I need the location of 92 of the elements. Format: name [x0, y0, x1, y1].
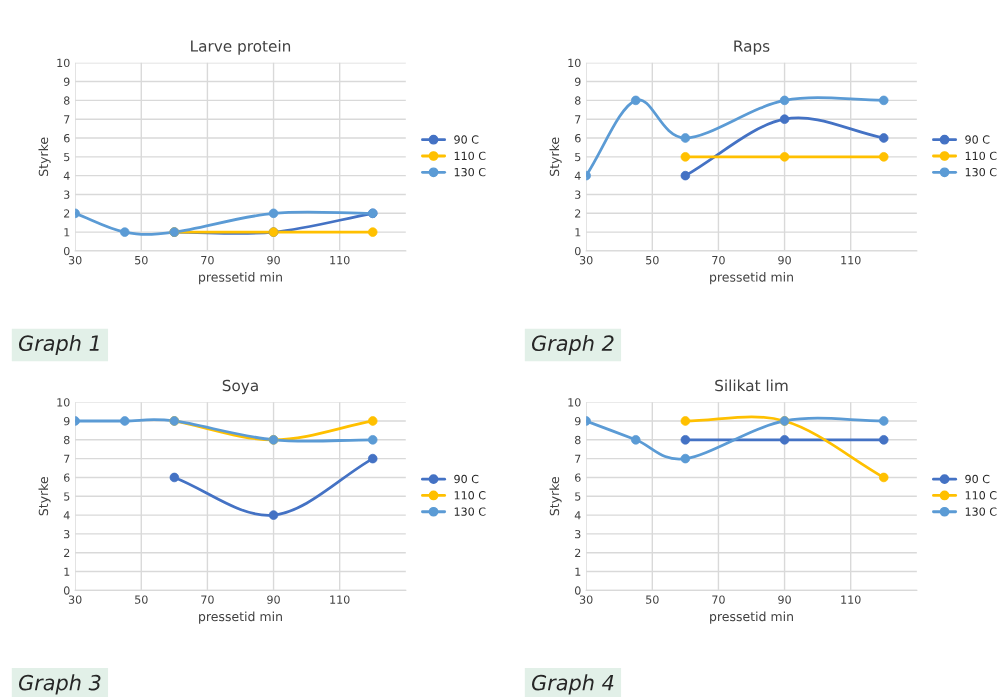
y-tick-label: 9 [63, 77, 70, 86]
y-tick-label: 0 [574, 586, 581, 595]
x-tick-label: 70 [712, 595, 725, 604]
chart-title: Raps [734, 40, 770, 55]
caption: Graph 4 [532, 674, 614, 695]
y-tick-label: 2 [575, 209, 581, 218]
legend-label: 90 C [454, 474, 479, 484]
y-tick-label: 9 [574, 77, 581, 86]
legend-label: 130 C [454, 507, 486, 516]
x-tick-label: 30 [579, 255, 593, 265]
y-tick-label: 10 [568, 398, 581, 407]
caption: Graph 3 [18, 674, 101, 695]
x-axis-title: pressetid min [199, 611, 282, 624]
x-tick-label: 110 [330, 255, 350, 265]
x-tick-label: 50 [135, 595, 148, 604]
x-tick-label: 90 [267, 595, 280, 604]
y-tick-label: 10 [57, 58, 70, 68]
y-tick-label: 9 [574, 416, 581, 426]
legend-label: 130 C [965, 507, 997, 516]
y-tick-label: 7 [64, 454, 70, 463]
x-tick-label: 90 [778, 595, 791, 604]
y-axis-title: Styrke [549, 477, 562, 516]
y-tick-label: 1 [64, 228, 70, 237]
legend-label: 130 C [965, 167, 997, 177]
chart-title: Soya [222, 379, 258, 395]
y-tick-label: 7 [575, 115, 581, 124]
x-tick-label: 90 [778, 255, 791, 265]
y-tick-label: 5 [575, 152, 581, 162]
legend-label: 90 C [965, 135, 990, 144]
y-tick-label: 1 [575, 228, 581, 237]
y-tick-label: 0 [63, 586, 70, 595]
y-tick-label: 2 [64, 548, 70, 557]
y-tick-label: 0 [63, 246, 70, 256]
x-axis-title: pressetid min [710, 272, 793, 285]
y-tick-label: 8 [63, 435, 70, 445]
legend-label: 90 C [965, 474, 990, 484]
y-tick-label: 6 [575, 133, 581, 143]
y-tick-label: 1 [64, 567, 70, 576]
y-tick-label: 5 [64, 492, 70, 501]
y-tick-label: 7 [64, 115, 70, 124]
x-tick-label: 70 [201, 255, 214, 265]
chart-title: Larve protein [191, 40, 291, 55]
x-tick-label: 30 [579, 595, 593, 604]
x-tick-label: 110 [841, 255, 861, 265]
y-axis-title: Styrke [549, 137, 562, 176]
y-tick-label: 2 [64, 209, 70, 218]
y-tick-label: 4 [574, 171, 581, 180]
legend-label: 110 C [965, 491, 997, 500]
x-axis-title: pressetid min [710, 611, 793, 624]
y-tick-label: 3 [575, 529, 581, 539]
x-tick-label: 50 [135, 255, 148, 265]
y-tick-label: 8 [63, 96, 70, 105]
x-tick-label: 30 [68, 255, 82, 265]
x-tick-label: 110 [841, 595, 861, 604]
x-tick-label: 50 [646, 595, 659, 604]
y-tick-label: 3 [64, 529, 70, 539]
x-tick-label: 70 [201, 595, 214, 604]
y-tick-label: 0 [574, 246, 581, 256]
legend-label: 110 C [965, 151, 997, 161]
y-tick-label: 6 [575, 473, 581, 482]
y-tick-label: 7 [575, 454, 581, 463]
legend-label: 110 C [454, 491, 486, 500]
y-tick-label: 6 [64, 473, 70, 482]
y-tick-label: 5 [575, 492, 581, 501]
y-tick-label: 4 [63, 511, 70, 520]
y-tick-label: 4 [63, 171, 70, 180]
y-tick-label: 9 [63, 416, 70, 426]
y-tick-label: 10 [568, 58, 581, 68]
y-tick-label: 6 [64, 133, 70, 143]
x-tick-label: 30 [68, 595, 82, 604]
y-tick-label: 1 [575, 567, 581, 576]
legend-label: 130 C [454, 167, 486, 177]
x-tick-label: 50 [646, 255, 659, 265]
y-tick-label: 4 [574, 511, 581, 520]
legend-label: 110 C [454, 151, 486, 161]
x-tick-label: 70 [712, 255, 725, 265]
y-axis-title: Styrke [38, 137, 51, 176]
legend-label: 90 C [454, 135, 479, 144]
y-tick-label: 8 [574, 96, 581, 105]
chart-title: Silikat lim [715, 379, 788, 392]
y-tick-label: 8 [574, 435, 581, 445]
y-tick-label: 10 [57, 398, 70, 407]
y-tick-label: 3 [64, 190, 70, 199]
caption: Graph 2 [532, 334, 614, 356]
x-axis-title: pressetid min [199, 272, 282, 285]
caption: Graph 1 [18, 334, 99, 356]
y-tick-label: 2 [575, 548, 581, 557]
y-axis-title: Styrke [38, 477, 51, 516]
x-tick-label: 110 [330, 595, 350, 604]
y-tick-label: 5 [64, 152, 70, 162]
x-tick-label: 90 [267, 255, 280, 265]
y-tick-label: 3 [575, 190, 581, 199]
